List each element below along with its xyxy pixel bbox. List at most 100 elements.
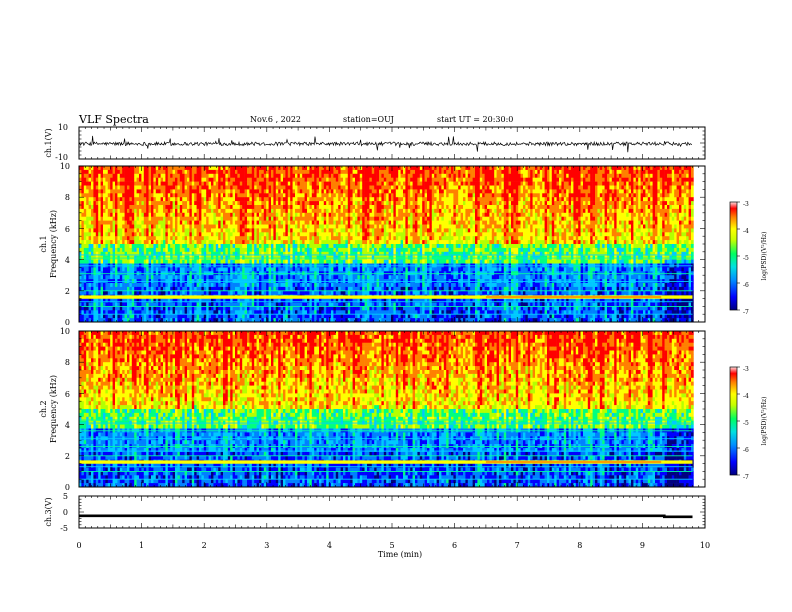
spectrogram-cell <box>191 193 195 198</box>
spectrogram-cell <box>256 318 260 323</box>
spectrogram-cell <box>232 306 236 311</box>
spectrogram-cell <box>103 201 106 206</box>
spectrogram-cell <box>148 228 152 233</box>
spectrogram-cell <box>208 290 212 295</box>
spectrogram-cell <box>170 173 173 178</box>
spectrogram-cell <box>175 244 178 249</box>
spectrogram-cell <box>115 185 118 190</box>
spectrogram-cell <box>304 181 308 186</box>
spectrogram-cell <box>100 298 104 303</box>
spectrogram-cell <box>235 201 238 206</box>
spectrogram-cell <box>220 290 224 295</box>
spectrogram-cell <box>285 216 289 221</box>
spectrogram-cell <box>314 224 317 229</box>
spectrogram-cell <box>79 185 82 190</box>
spectrogram-cell <box>100 306 104 311</box>
spectrogram-cell <box>292 205 296 210</box>
spectrogram-cell <box>115 251 118 256</box>
spectrogram-cell <box>201 232 205 237</box>
spectrogram-cell <box>163 228 166 233</box>
spectrogram-cell <box>338 283 341 288</box>
spectrogram-cell <box>184 189 188 194</box>
spectrogram-cell <box>299 318 303 323</box>
spectrogram-cell <box>115 259 118 264</box>
spectrogram-cell <box>254 314 257 319</box>
spectrogram-cell <box>256 298 260 303</box>
spectrogram-cell <box>343 310 346 315</box>
spectrogram-cell <box>242 166 245 171</box>
spectrogram-cell <box>170 251 173 256</box>
spectrogram-cell <box>314 267 317 272</box>
spectrogram-cell <box>95 216 99 221</box>
spectrogram-cell <box>177 232 181 237</box>
spectrogram-cell <box>158 290 161 295</box>
spectrogram-cell <box>278 185 281 190</box>
spectrogram-cell <box>124 173 128 178</box>
spectrogram-cell <box>218 169 221 175</box>
spectrogram-cell <box>355 205 358 210</box>
spectrogram-cell <box>273 251 277 256</box>
spectrogram-cell <box>203 244 207 249</box>
spectrogram-cell <box>263 259 267 264</box>
spectrogram-cell <box>323 259 327 264</box>
spectrogram-cell <box>295 247 298 253</box>
spectrogram-cell <box>230 205 233 210</box>
spectrogram-cell <box>223 228 226 233</box>
spectrogram-cell <box>199 232 202 237</box>
spectrogram-cell <box>98 286 101 292</box>
spectrogram-cell <box>295 314 298 319</box>
spectrogram-cell <box>223 267 226 272</box>
spectrogram-cell <box>167 228 171 233</box>
spectrogram-cell <box>201 224 205 229</box>
spectrogram-cell <box>155 185 159 190</box>
spectrogram-cell <box>122 228 125 233</box>
spectrogram-cell <box>335 228 339 233</box>
spectrogram-cell <box>259 228 262 233</box>
spectrogram-cell <box>340 283 344 288</box>
spectrogram-cell <box>319 216 322 221</box>
spectrogram-cell <box>285 177 289 182</box>
spectrogram-cell <box>86 232 89 237</box>
spectrogram-cell <box>187 205 190 210</box>
spectrogram-cell <box>112 251 116 256</box>
spectrogram-cell <box>151 208 154 214</box>
spectrogram-cell <box>316 283 320 288</box>
spectrogram-cell <box>83 251 87 256</box>
spectrogram-cell <box>187 185 190 190</box>
spectrogram-cell <box>261 286 265 292</box>
spectrogram-cell <box>191 208 195 214</box>
spectrogram-cell <box>266 232 269 237</box>
spectrogram-cell <box>191 228 195 233</box>
spectrogram-cell <box>297 166 301 171</box>
spectrogram-cell <box>343 244 346 249</box>
spectrogram-cell <box>170 232 173 237</box>
spectrogram-cell <box>297 197 301 202</box>
spectrogram-cell <box>170 236 173 241</box>
spectrogram-cell <box>299 208 303 214</box>
spectrogram-cell <box>215 290 219 295</box>
spectrogram-cell <box>242 212 245 217</box>
spectrogram-cell <box>299 197 303 202</box>
spectrogram-cell <box>261 247 265 253</box>
spectrogram-cell <box>143 197 147 202</box>
spectrogram-cell <box>326 181 329 186</box>
spectrogram-cell <box>208 169 212 175</box>
spectrogram-cell <box>151 244 154 249</box>
spectrogram-cell <box>326 173 329 178</box>
spectrogram-cell <box>136 177 140 182</box>
spectrogram-cell <box>302 283 305 288</box>
spectrogram-cell <box>155 302 159 307</box>
spectrogram-cell <box>196 220 200 225</box>
spectrogram-cell <box>285 185 289 190</box>
spectrogram-cell <box>191 201 195 206</box>
spectrogram-cell <box>256 166 260 171</box>
spectrogram-cell <box>316 314 320 319</box>
spectrogram-cell <box>314 244 317 249</box>
spectrogram-cell <box>326 247 329 253</box>
spectrogram-cell <box>177 267 181 272</box>
spectrogram-cell <box>122 286 125 292</box>
spectrogram-cell <box>254 275 257 280</box>
spectrogram-cell <box>326 318 329 323</box>
spectrogram-cell <box>141 189 145 194</box>
spectrogram-cell <box>266 298 269 303</box>
